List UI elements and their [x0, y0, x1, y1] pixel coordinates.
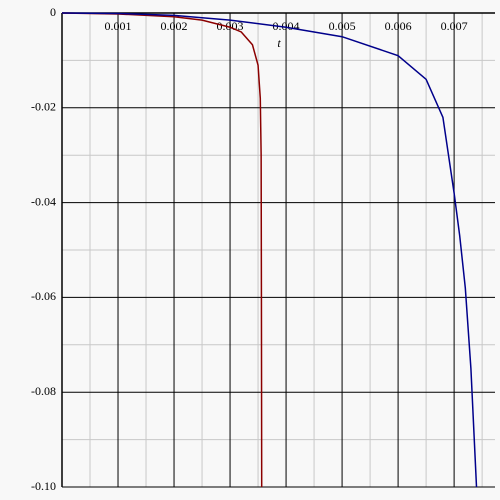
- x-tick-label: 0.006: [385, 19, 412, 33]
- data-line: [61, 12, 478, 488]
- x-tick-label: 0.001: [105, 19, 132, 33]
- x-tick-label: 0.007: [441, 19, 468, 33]
- x-tick-label: 0.002: [161, 19, 188, 33]
- y-tick-label: -0.06: [31, 289, 56, 303]
- y-tick-label: -0.04: [31, 194, 56, 208]
- y-tick-label: -0.10: [31, 479, 56, 493]
- x-tick-label: 0.004: [273, 19, 300, 33]
- y-tick-label: 0: [50, 5, 56, 19]
- data-line: [61, 12, 263, 488]
- x-tick-label: 0.003: [217, 19, 244, 33]
- x-axis-label: t: [277, 36, 281, 50]
- y-tick-label: -0.08: [31, 384, 56, 398]
- x-tick-label: 0.005: [329, 19, 356, 33]
- y-tick-label: -0.02: [31, 100, 56, 114]
